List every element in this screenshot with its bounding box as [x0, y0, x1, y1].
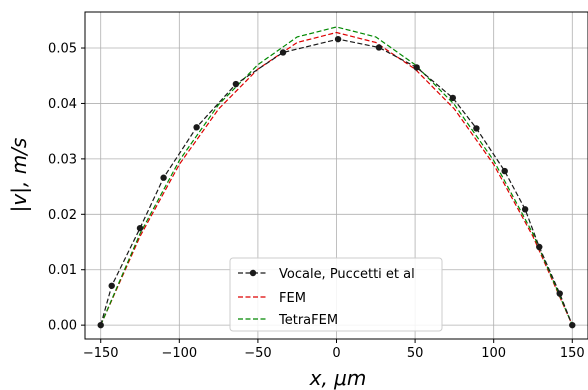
data-point-vocale-puccetti-et-al: [232, 80, 240, 88]
series-line-vocale-puccetti-et-al: [100, 38, 573, 326]
x-axis-label: x, μm: [309, 366, 367, 390]
legend-entry-vocale: Vocale, Puccetti et al: [238, 267, 415, 282]
x-tick-label: −100: [161, 346, 197, 361]
ticks: −150 −100 −50 0 50 100 150 0.00 0.01 0.02 0.03 0.04…: [48, 42, 585, 361]
legend-box: [229, 257, 443, 332]
y-tick-label: 0.04: [48, 97, 77, 112]
series-line-tetrafem: [100, 26, 573, 326]
data-point-vocale-puccetti-et-al: [521, 206, 529, 213]
data-point-vocale-puccetti-et-al: [279, 49, 287, 56]
legend-label-fem: FEM: [279, 291, 306, 306]
data-point-vocale-puccetti-et-al: [160, 174, 167, 181]
y-axis-label: |v|, m/s: [7, 138, 31, 213]
y-tick-label: 0.00: [48, 319, 77, 334]
y-tick-label: 0.01: [48, 263, 77, 278]
x-tick-label: −150: [83, 346, 119, 361]
x-tick-label: 100: [481, 346, 506, 361]
y-tick-label: 0.02: [48, 208, 77, 223]
data-point-vocale-puccetti-et-al: [536, 243, 543, 251]
data-point-vocale-puccetti-et-al: [97, 321, 104, 329]
legend-label-vocale: Vocale, Puccetti et al: [279, 267, 415, 282]
data-point-vocale-puccetti-et-al: [413, 64, 420, 71]
legend-label-tetrafem: TetraFEM: [278, 313, 338, 328]
x-tick-label: 150: [560, 346, 585, 361]
y-tick-label: 0.05: [48, 42, 77, 57]
data-point-vocale-puccetti-et-al: [108, 282, 115, 289]
legend: Vocale, Puccetti et al FEM TetraFEM: [229, 257, 443, 332]
data-point-vocale-puccetti-et-al: [375, 44, 383, 51]
data-point-vocale-puccetti-et-al: [334, 35, 342, 43]
series-layer: [97, 26, 576, 329]
x-tick-label: 0: [332, 346, 340, 361]
x-tick-label: 50: [407, 346, 424, 361]
data-point-vocale-puccetti-et-al: [569, 321, 576, 329]
legend-entry-fem: FEM: [238, 291, 306, 306]
x-tick-label: −50: [244, 346, 271, 361]
data-point-vocale-puccetti-et-al: [136, 224, 144, 232]
data-point-vocale-puccetti-et-al: [501, 167, 508, 175]
data-point-vocale-puccetti-et-al: [556, 290, 563, 297]
data-point-vocale-puccetti-et-al: [473, 125, 480, 132]
data-point-vocale-puccetti-et-al: [193, 124, 200, 131]
legend-marker-vocale: [249, 269, 257, 277]
legend-entry-tetrafem: TetraFEM: [238, 313, 338, 328]
series-line-fem: [100, 31, 573, 326]
data-point-vocale-puccetti-et-al: [449, 94, 457, 102]
y-tick-label: 0.03: [48, 152, 77, 167]
